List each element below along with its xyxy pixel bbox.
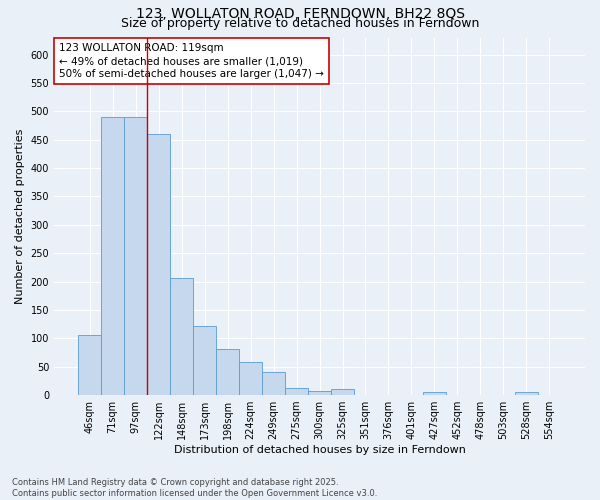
Bar	[308, 390, 331, 395]
Bar	[147, 134, 170, 395]
Bar	[515, 392, 538, 395]
Text: 123, WOLLATON ROAD, FERNDOWN, BH22 8QS: 123, WOLLATON ROAD, FERNDOWN, BH22 8QS	[136, 8, 464, 22]
Bar	[285, 388, 308, 395]
Text: Contains HM Land Registry data © Crown copyright and database right 2025.
Contai: Contains HM Land Registry data © Crown c…	[12, 478, 377, 498]
Text: Size of property relative to detached houses in Ferndown: Size of property relative to detached ho…	[121, 16, 479, 30]
Bar	[331, 390, 354, 395]
Bar	[239, 362, 262, 395]
Bar	[124, 117, 147, 395]
Bar	[78, 336, 101, 395]
Bar	[193, 326, 216, 395]
Bar	[262, 372, 285, 395]
Bar	[216, 348, 239, 395]
Bar	[101, 117, 124, 395]
Text: 123 WOLLATON ROAD: 119sqm
← 49% of detached houses are smaller (1,019)
50% of se: 123 WOLLATON ROAD: 119sqm ← 49% of detac…	[59, 43, 324, 80]
Y-axis label: Number of detached properties: Number of detached properties	[15, 128, 25, 304]
Bar	[170, 278, 193, 395]
X-axis label: Distribution of detached houses by size in Ferndown: Distribution of detached houses by size …	[173, 445, 466, 455]
Bar	[423, 392, 446, 395]
